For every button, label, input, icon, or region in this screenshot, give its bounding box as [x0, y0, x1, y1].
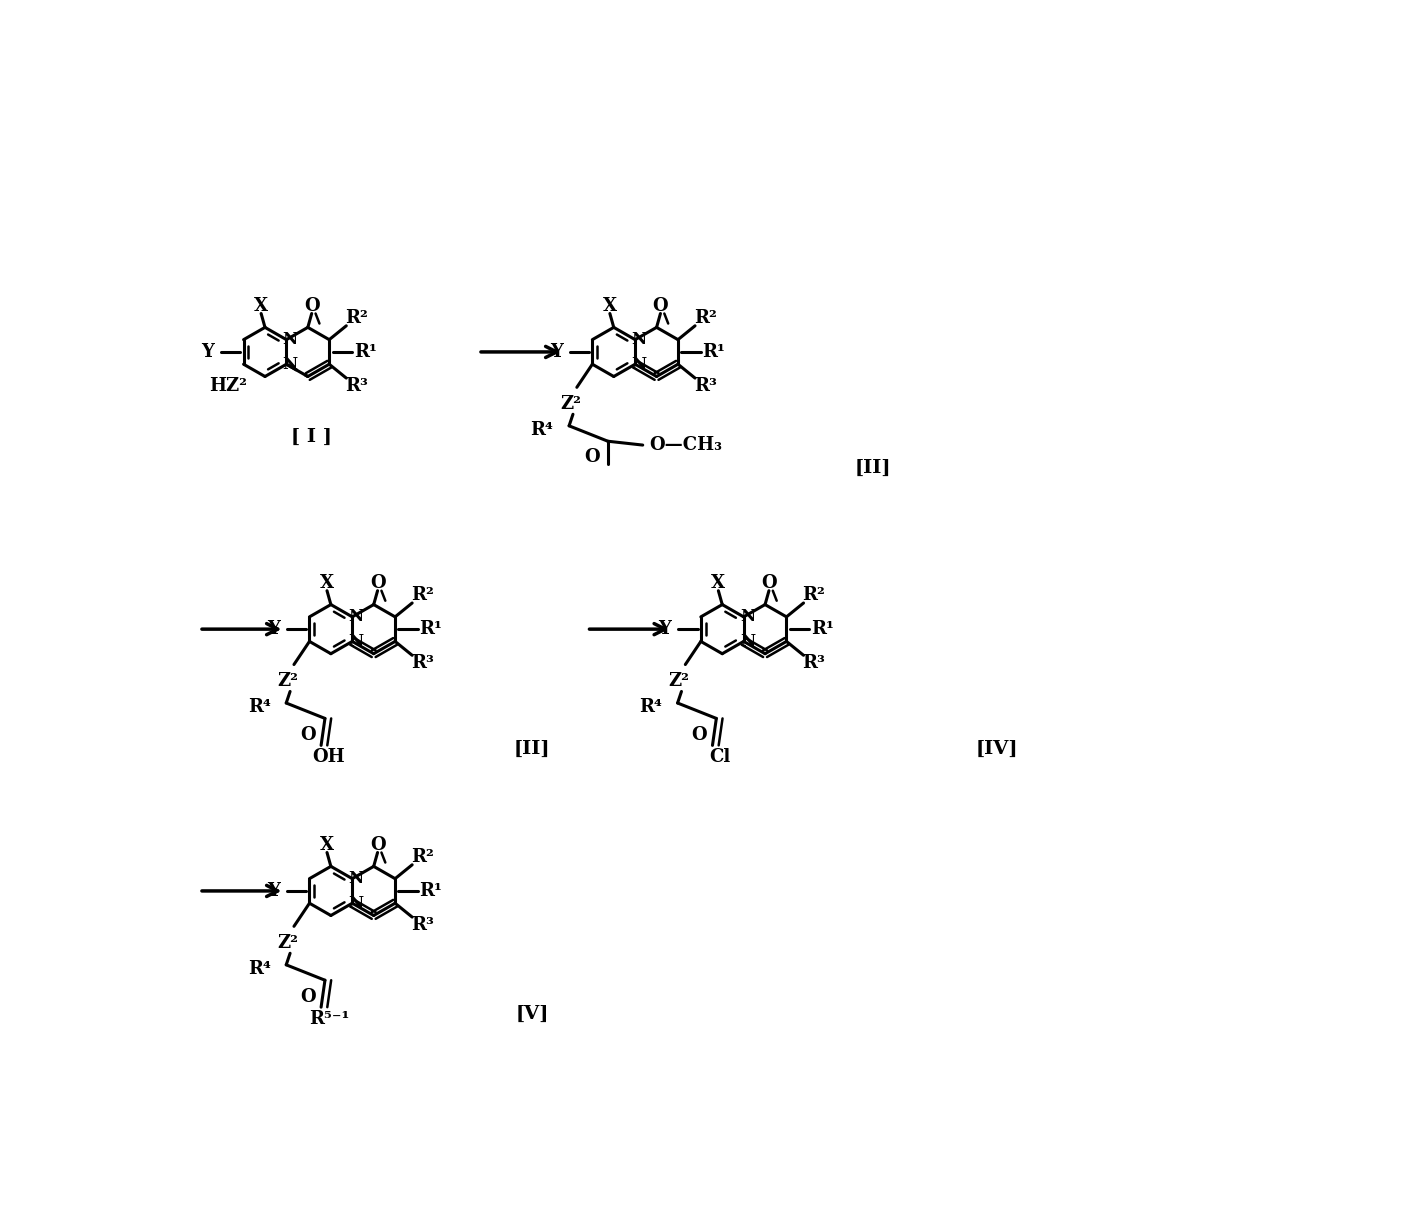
- Text: N: N: [632, 331, 647, 348]
- Text: O: O: [300, 726, 315, 744]
- Text: Y: Y: [550, 343, 563, 360]
- Text: N: N: [632, 356, 647, 373]
- Text: O: O: [370, 836, 386, 853]
- Text: R⁴: R⁴: [248, 698, 270, 716]
- Text: R¹: R¹: [810, 620, 834, 639]
- Text: Y: Y: [658, 620, 671, 639]
- Text: R³: R³: [802, 653, 825, 672]
- Text: R¹: R¹: [419, 881, 442, 900]
- Text: R³: R³: [694, 376, 716, 395]
- Text: [V]: [V]: [515, 1005, 549, 1024]
- Text: O: O: [691, 726, 708, 744]
- Text: [ I ]: [ I ]: [291, 428, 332, 445]
- Text: N: N: [283, 356, 298, 373]
- Text: O: O: [300, 988, 315, 1007]
- Text: N: N: [740, 633, 756, 650]
- Text: O: O: [304, 297, 319, 315]
- Text: [IV]: [IV]: [976, 739, 1019, 758]
- Text: R²: R²: [802, 586, 825, 604]
- Text: N: N: [349, 608, 364, 625]
- Text: [II]: [II]: [514, 739, 550, 758]
- Text: N: N: [349, 870, 364, 888]
- Text: X: X: [319, 836, 333, 853]
- Text: R⁵⁻¹: R⁵⁻¹: [308, 1010, 349, 1027]
- Text: O: O: [761, 574, 777, 592]
- Text: X: X: [602, 297, 616, 315]
- Text: R⁴: R⁴: [530, 421, 553, 439]
- Text: R³: R³: [411, 653, 433, 672]
- Text: Z²: Z²: [560, 395, 581, 413]
- Text: [II]: [II]: [855, 459, 892, 477]
- Text: R¹: R¹: [353, 343, 377, 360]
- Text: Y: Y: [267, 881, 280, 900]
- Text: R³: R³: [411, 916, 433, 934]
- Text: R²: R²: [411, 586, 433, 604]
- Text: OH: OH: [312, 748, 345, 766]
- Text: X: X: [255, 297, 269, 315]
- Text: X: X: [319, 574, 333, 592]
- Text: R⁴: R⁴: [639, 698, 661, 716]
- Text: N: N: [349, 633, 364, 650]
- Text: R²: R²: [345, 309, 367, 327]
- Text: R¹: R¹: [419, 620, 442, 639]
- Text: O: O: [584, 447, 601, 466]
- Text: O: O: [653, 297, 668, 315]
- Text: HZ²: HZ²: [210, 376, 248, 395]
- Text: X: X: [712, 574, 726, 592]
- Text: N: N: [740, 608, 756, 625]
- Text: Z²: Z²: [277, 673, 298, 690]
- Text: R²: R²: [694, 309, 716, 327]
- Text: N: N: [349, 895, 364, 912]
- Text: R¹: R¹: [702, 343, 725, 360]
- Text: Cl: Cl: [709, 748, 730, 766]
- Text: Y: Y: [201, 343, 214, 360]
- Text: R³: R³: [345, 376, 367, 395]
- Text: O—CH₃: O—CH₃: [649, 436, 722, 454]
- Text: R⁴: R⁴: [248, 960, 270, 977]
- Text: O: O: [370, 574, 386, 592]
- Text: N: N: [283, 331, 298, 348]
- Text: Z²: Z²: [277, 934, 298, 953]
- Text: R²: R²: [411, 848, 433, 866]
- Text: Z²: Z²: [668, 673, 689, 690]
- Text: Y: Y: [267, 620, 280, 639]
